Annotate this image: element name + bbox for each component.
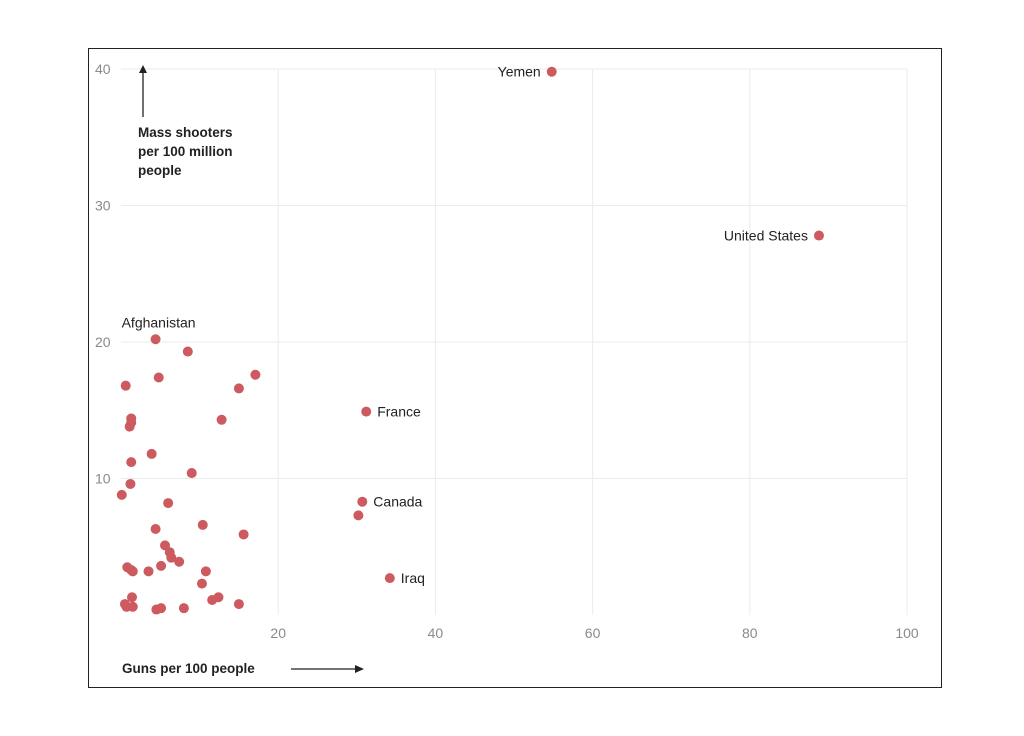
data-point (163, 498, 174, 509)
data-point (216, 414, 227, 425)
x-tick-label: 60 (585, 625, 601, 641)
x-tick-label: 100 (895, 625, 919, 641)
y-tick-label: 30 (95, 198, 111, 214)
data-point (196, 578, 207, 589)
data-point (127, 592, 138, 603)
point-label: United States (724, 228, 808, 244)
data-point (126, 457, 137, 468)
x-axis-title: Guns per 100 people (122, 661, 255, 676)
x-tick-label: 20 (270, 625, 286, 641)
x-axis-arrowhead (355, 665, 364, 673)
point-labels: Yemen United States Afghanistan France Canad… (122, 64, 808, 586)
data-point (174, 556, 185, 567)
data-point (200, 566, 211, 577)
data-point (233, 383, 244, 394)
point-label: Yemen (498, 64, 541, 80)
data-point (116, 489, 127, 500)
data-point (186, 468, 197, 479)
y-axis-title-line-3: people (138, 163, 182, 178)
data-point (238, 529, 249, 540)
point-label: Canada (373, 494, 422, 510)
data-point (150, 524, 161, 535)
data-point (178, 603, 189, 614)
axis-ticks: 20 40 60 80 100 10 20 30 40 (95, 61, 919, 641)
data-point (143, 566, 154, 577)
data-point (124, 421, 135, 432)
data-point-labeled (384, 573, 395, 584)
data-point-labeled (150, 334, 161, 345)
y-tick-label: 40 (95, 61, 111, 77)
data-point (353, 510, 364, 521)
data-point (127, 601, 138, 612)
data-point-labeled (361, 406, 372, 417)
y-tick-label: 10 (95, 471, 111, 487)
point-label: Iraq (401, 570, 425, 586)
chart-frame: 20 40 60 80 100 10 20 30 40 Mass shooters per 10… (88, 48, 942, 688)
data-point (250, 369, 261, 380)
data-point (207, 594, 218, 605)
data-point (120, 380, 131, 391)
data-point (127, 566, 138, 577)
data-points (116, 66, 824, 615)
scatter-plot: 20 40 60 80 100 10 20 30 40 Mass shooters per 10… (95, 61, 919, 676)
y-axis-title-line-2: per 100 million (138, 144, 233, 159)
data-point (156, 603, 167, 614)
data-point (197, 519, 208, 530)
data-point (233, 599, 244, 610)
x-tick-label: 40 (428, 625, 444, 641)
data-point-labeled (357, 496, 368, 507)
data-point-labeled (813, 230, 824, 241)
data-point-labeled (546, 66, 557, 77)
point-label: France (377, 404, 421, 420)
y-tick-label: 20 (95, 334, 111, 350)
data-point (153, 372, 164, 383)
data-point (156, 560, 167, 571)
y-axis-title-line-1: Mass shooters (138, 125, 233, 140)
data-point (125, 478, 136, 489)
y-axis-title-group: Mass shooters per 100 million people (138, 65, 233, 178)
y-axis-arrowhead (139, 65, 147, 73)
x-axis-title-group: Guns per 100 people (122, 661, 364, 676)
data-point (182, 346, 193, 357)
data-point (146, 448, 157, 459)
x-tick-label: 80 (742, 625, 758, 641)
data-point (166, 552, 177, 563)
grid-lines (121, 68, 908, 615)
point-label: Afghanistan (122, 314, 196, 330)
